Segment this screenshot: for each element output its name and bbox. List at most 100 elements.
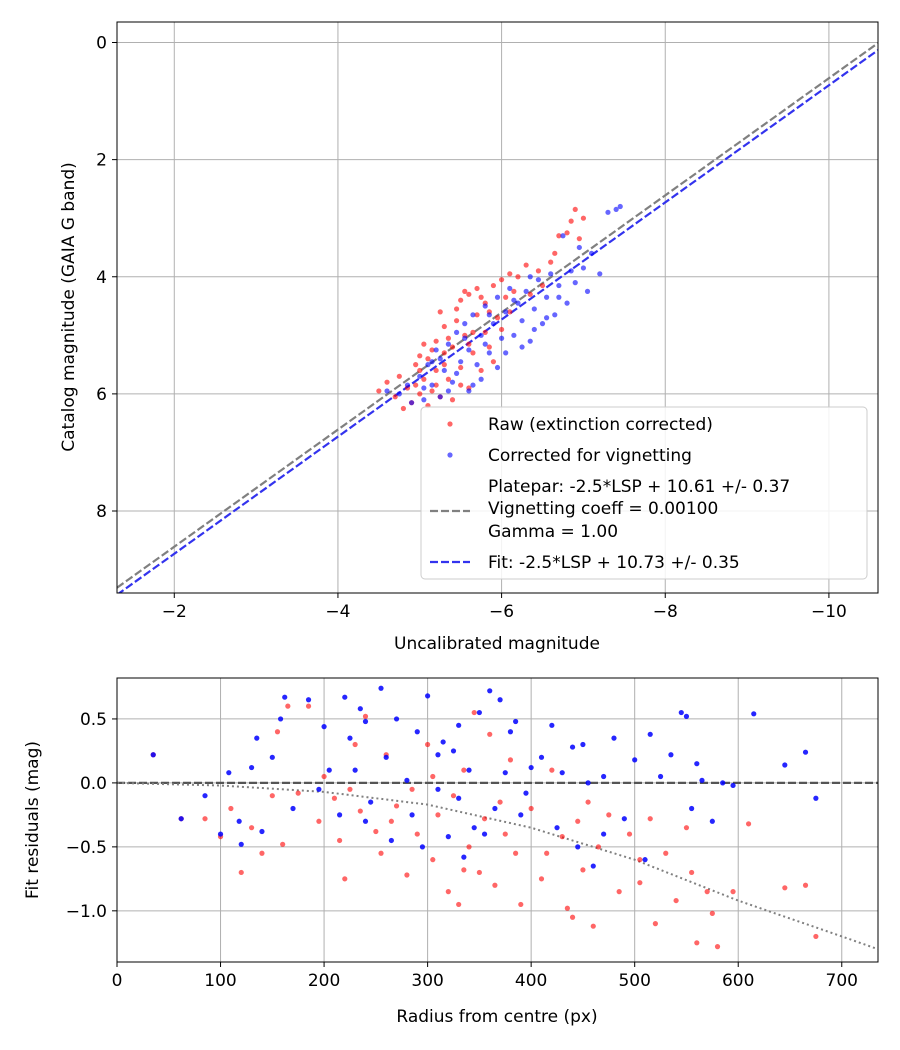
top-panel: −2 −4 −6 −8 −10 0 2 4 6 8 Uncalibrated magnitude… xyxy=(59,21,879,654)
bottom-corrected-residual-point xyxy=(559,770,565,776)
top-corrected-point xyxy=(425,362,431,368)
bottom-corrected-residual-point xyxy=(425,693,431,699)
top-corrected-point xyxy=(617,203,623,210)
top-corrected-point xyxy=(580,265,587,271)
top-x-tick-label: −8 xyxy=(653,602,678,622)
top-raw-point xyxy=(478,294,484,300)
bottom-y-axis-label: Fit residuals (mag) xyxy=(23,741,43,899)
top-corrected-point xyxy=(556,294,562,300)
top-raw-point xyxy=(417,353,423,359)
bottom-raw-residual-point xyxy=(481,816,488,822)
top-raw-point xyxy=(564,230,570,236)
bottom-raw-residual-point xyxy=(606,812,612,818)
bottom-raw-residual-point xyxy=(476,869,482,876)
bottom-corrected-residual-point xyxy=(342,694,348,700)
bottom-y-tick-label: 0.0 xyxy=(80,774,107,794)
top-fit-line xyxy=(117,49,878,593)
top-corrected-point xyxy=(396,391,402,397)
top-corrected-point xyxy=(527,274,533,280)
bottom-corrected-residual-point xyxy=(802,749,809,755)
top-corrected-point xyxy=(503,350,509,356)
top-raw-point xyxy=(503,294,509,300)
bottom-corrected-residual-point xyxy=(461,854,467,860)
bottom-corrected-residual-point xyxy=(305,697,312,703)
bottom-raw-residual-point xyxy=(471,709,477,716)
top-corrected-point xyxy=(478,376,484,382)
top-raw-point xyxy=(572,206,578,213)
top-raw-point xyxy=(400,405,406,412)
top-corrected-point xyxy=(539,321,546,327)
bottom-raw-residual-point xyxy=(544,850,550,856)
top-raw-point xyxy=(437,309,443,315)
bottom-raw-residual-point xyxy=(595,844,602,850)
top-raw-point xyxy=(433,338,439,344)
top-corrected-points xyxy=(384,203,623,406)
bottom-corrected-residual-point xyxy=(611,735,617,741)
top-raw-points xyxy=(376,206,587,412)
top-corrected-point xyxy=(511,297,517,303)
bottom-corrected-residual-point xyxy=(782,762,788,768)
bottom-raw-residual-point xyxy=(202,816,208,822)
bottom-raw-residual-point xyxy=(430,773,436,780)
bottom-corrected-residual-point xyxy=(352,767,358,773)
bottom-corrected-residual-point xyxy=(642,857,648,863)
top-corrected-point xyxy=(568,268,574,274)
top-corrected-point xyxy=(543,294,550,300)
top-y-tick-label: 6 xyxy=(96,385,107,405)
top-corrected-point xyxy=(523,288,529,294)
bottom-corrected-residual-point xyxy=(678,709,684,716)
bottom-corrected-residual-point xyxy=(513,718,519,725)
bottom-corrected-residual-point xyxy=(585,780,591,786)
bottom-raw-residual-point xyxy=(461,767,467,773)
top-raw-point xyxy=(535,268,542,274)
top-x-tick-label: −10 xyxy=(811,602,847,622)
bottom-raw-residual-point xyxy=(450,793,457,799)
bottom-raw-residual-point xyxy=(347,786,353,792)
bottom-corrected-residual-point xyxy=(590,863,596,869)
bottom-corrected-residual-point xyxy=(388,837,394,844)
bottom-corrected-residual-point xyxy=(445,834,451,840)
top-corrected-point xyxy=(421,385,427,391)
bottom-corrected-residual-point xyxy=(657,773,664,780)
bottom-raw-residual-point xyxy=(564,905,570,911)
bottom-corrected-residual-point xyxy=(435,752,441,758)
top-raw-point xyxy=(539,282,546,289)
bottom-raw-residual-point xyxy=(425,741,431,748)
top-corrected-point xyxy=(384,388,390,394)
bottom-x-tick-label: 700 xyxy=(826,971,858,991)
top-corrected-point xyxy=(482,341,488,347)
bottom-corrected-residual-point xyxy=(632,757,638,763)
bottom-raw-residual-point xyxy=(704,889,710,895)
bottom-raw-residual-point xyxy=(683,825,690,831)
top-corrected-point xyxy=(445,341,452,347)
top-corrected-point xyxy=(556,282,562,289)
bottom-y-tick-label: −0.5 xyxy=(66,838,107,858)
top-corrected-point xyxy=(453,370,460,376)
top-corrected-point xyxy=(589,250,595,256)
top-raw-point xyxy=(490,282,497,289)
top-corrected-point xyxy=(535,277,542,283)
top-raw-point xyxy=(421,376,427,382)
bottom-raw-residual-point xyxy=(663,850,669,856)
bottom-raw-residual-point xyxy=(569,914,576,920)
bottom-raw-residual-point xyxy=(316,818,322,824)
bottom-corrected-residual-point xyxy=(409,812,415,818)
bottom-raw-residual-point xyxy=(528,805,534,812)
bottom-corrected-residual-point xyxy=(450,748,457,754)
bottom-corrected-residual-point xyxy=(254,735,260,741)
top-raw-point xyxy=(486,344,492,350)
top-corrected-point xyxy=(466,347,472,353)
top-x-ticks: −2 −4 −6 −8 −10 xyxy=(162,593,847,622)
top-raw-point xyxy=(458,297,464,303)
top-raw-point xyxy=(429,388,435,394)
bottom-corrected-residual-point xyxy=(435,786,441,792)
bottom-raw-residual-point xyxy=(331,795,338,801)
top-plot-frame xyxy=(116,21,879,594)
bottom-raw-residual-point xyxy=(337,837,343,844)
bottom-x-tick-label: 600 xyxy=(722,971,754,991)
bottom-raw-residual-point xyxy=(259,850,265,856)
bottom-corrected-residual-point xyxy=(326,767,332,773)
top-corrected-point xyxy=(531,306,537,312)
top-corrected-point xyxy=(503,309,509,315)
top-y-ticks: 0 2 4 6 8 xyxy=(96,33,117,522)
